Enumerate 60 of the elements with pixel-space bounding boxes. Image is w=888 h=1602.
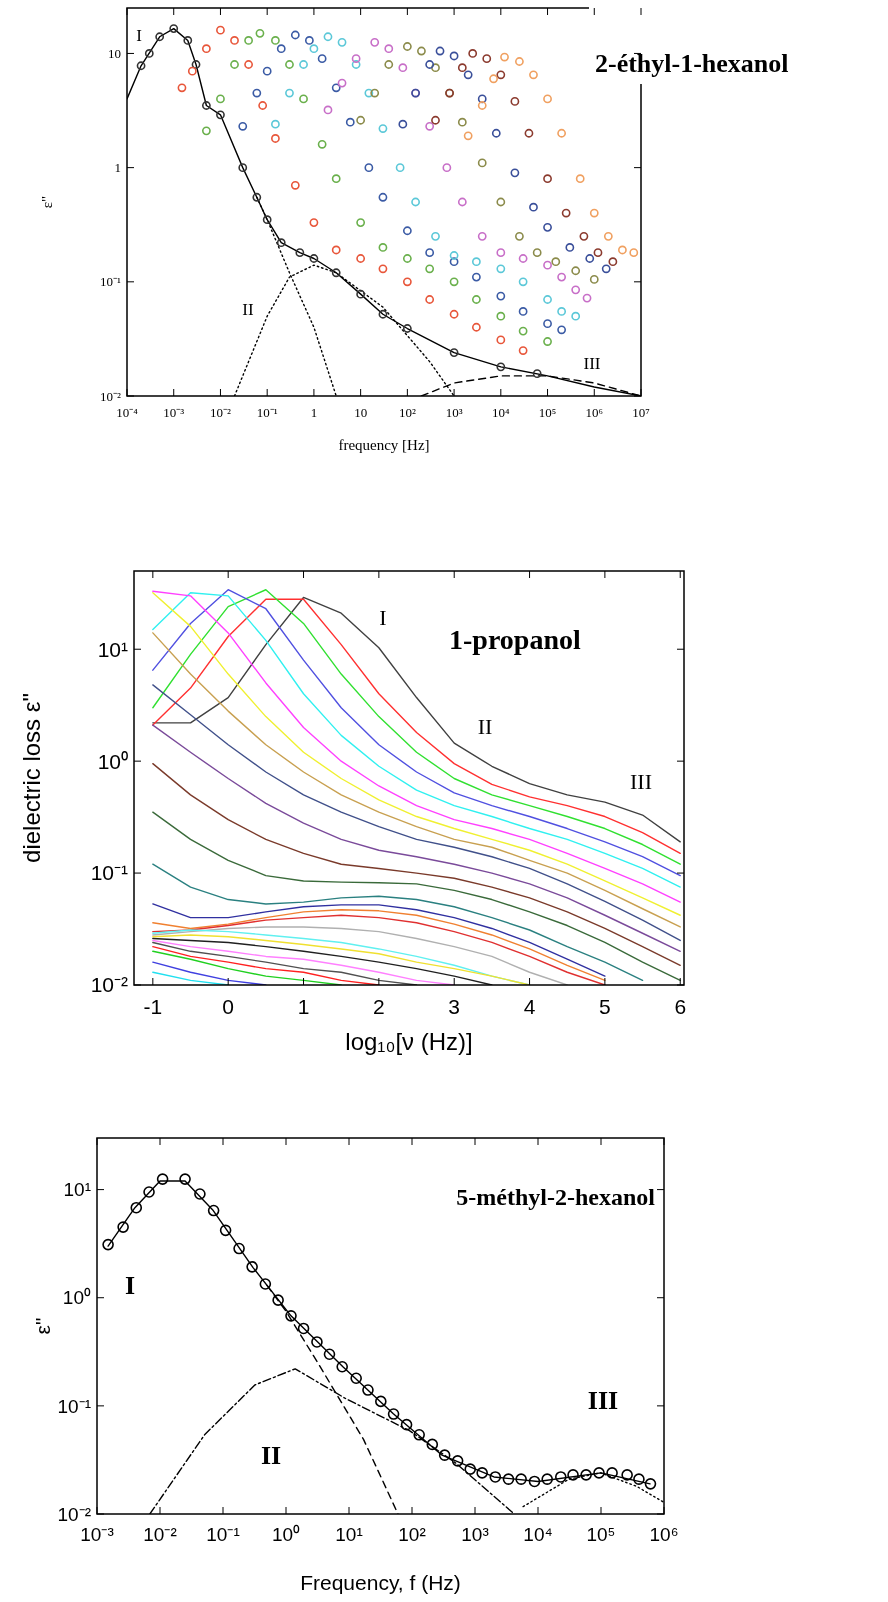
x-tick-label: 6 xyxy=(674,995,687,1018)
x-tick-label: 10³ xyxy=(445,405,463,420)
x-tick-label: 5 xyxy=(599,995,611,1018)
x-tick-label: 10² xyxy=(398,1524,426,1545)
y-tick-label: 10⁻¹ xyxy=(57,1395,91,1417)
x-tick-label: 10 xyxy=(354,405,368,420)
y-tick-label: 10⁻² xyxy=(90,973,128,997)
y-tick-label: 10 xyxy=(108,45,121,61)
text: 5-méthyl-2-hexanol xyxy=(456,1184,656,1210)
x-tick-label: 10¹ xyxy=(335,1524,363,1545)
x-tick-label: 10⁻² xyxy=(210,405,231,420)
annotation: III xyxy=(587,1386,619,1416)
x-tick-label: -1 xyxy=(143,995,163,1018)
y-axis-title: ε" xyxy=(31,1317,54,1335)
y-tick-label: 10⁰ xyxy=(97,749,128,773)
x-tick-label: 10⁶ xyxy=(649,1524,679,1545)
x-tick-label: 10³ xyxy=(461,1524,489,1545)
y-tick-label: 10¹ xyxy=(97,637,128,661)
x-tick-label: 10⁶ xyxy=(585,405,604,420)
x-axis-title: frequency [Hz] xyxy=(338,437,430,453)
annotation: I xyxy=(136,25,143,45)
x-tick-label: 10⁻² xyxy=(143,1524,177,1545)
x-tick-label: 10⁻¹ xyxy=(256,405,278,420)
x-tick-label: 10⁵ xyxy=(538,405,557,420)
y-axis-title: dielectric loss ε" xyxy=(18,693,45,863)
x-tick-label: 1 xyxy=(310,405,318,420)
x-axis-title: Frequency, f (Hz) xyxy=(300,1571,461,1594)
y-tick-label: 1 xyxy=(114,160,121,176)
x-axis-title: log₁₀[ν (Hz)] xyxy=(345,1028,473,1055)
x-tick-label: 10⁻⁴ xyxy=(116,405,139,420)
x-tick-label: 4 xyxy=(523,995,536,1018)
y-tick-label: 10⁻¹ xyxy=(100,274,122,290)
annotation: II xyxy=(477,713,493,739)
x-tick-label: 10⁻¹ xyxy=(206,1524,240,1545)
annotation: III xyxy=(583,353,601,373)
x-tick-label: 10⁻³ xyxy=(163,405,185,420)
x-tick-label: 3 xyxy=(448,995,461,1018)
annotation: II xyxy=(260,1441,282,1471)
annotation: II xyxy=(242,299,254,319)
x-tick-label: 10⁷ xyxy=(632,405,650,420)
y-tick-label: 10⁻² xyxy=(100,388,122,404)
y-tick-label: 10⁻¹ xyxy=(90,861,128,885)
x-tick-label: 10⁰ xyxy=(271,1524,301,1545)
annotation: I xyxy=(124,1271,136,1301)
text: 2-éthyl-1-hexanol xyxy=(595,49,789,78)
text: 1-propanol xyxy=(449,624,581,655)
annotation: I xyxy=(379,604,387,630)
x-tick-label: 0 xyxy=(222,995,235,1018)
x-tick-label: 10⁴ xyxy=(492,405,511,420)
x-tick-label: 10⁻³ xyxy=(80,1524,114,1545)
y-tick-label: 10¹ xyxy=(63,1179,91,1201)
x-tick-label: 2 xyxy=(373,995,385,1018)
y-axis-title: ε" xyxy=(39,195,55,209)
x-tick-label: 10⁵ xyxy=(586,1524,616,1545)
annotation: III xyxy=(630,768,652,794)
x-tick-label: 10² xyxy=(398,405,416,420)
y-tick-label: 10⁰ xyxy=(62,1287,91,1309)
y-tick-label: 10⁻² xyxy=(57,1503,91,1525)
x-tick-label: 1 xyxy=(297,995,310,1018)
x-tick-label: 10⁴ xyxy=(523,1524,553,1545)
